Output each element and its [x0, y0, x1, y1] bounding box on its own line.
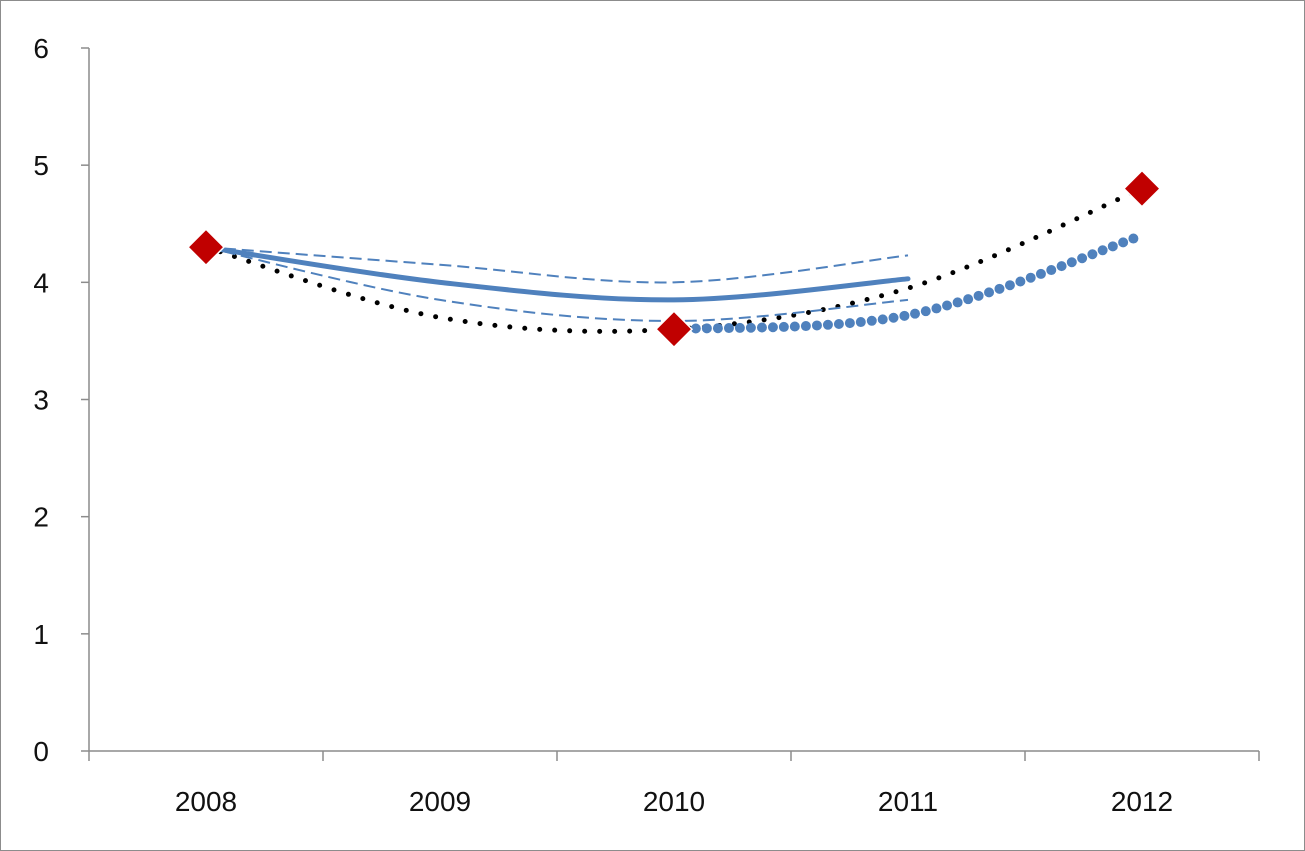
y-tick-label: 4 — [33, 267, 49, 298]
series-line-solid-curve — [203, 244, 911, 303]
series-line-dashed-lower — [205, 246, 909, 322]
diamond-marker — [186, 228, 226, 267]
series-line-dotted-curve — [203, 186, 1145, 334]
y-tick-label: 0 — [33, 736, 49, 767]
y-tick-label: 5 — [33, 150, 49, 181]
y-tick-label: 2 — [33, 502, 49, 533]
y-tick-label: 3 — [33, 385, 49, 416]
diamond-marker — [654, 310, 694, 349]
diamond-marker — [1122, 169, 1162, 208]
x-tick-label: 2009 — [409, 786, 471, 817]
series-line-thick-dotted-curve — [669, 230, 1147, 335]
series-line-dashed-upper — [205, 246, 909, 284]
x-tick-label: 2008 — [175, 786, 237, 817]
x-tick-label: 2010 — [643, 786, 705, 817]
x-tick-label: 2012 — [1111, 786, 1173, 817]
y-tick-label: 6 — [33, 33, 49, 64]
marker-layer — [186, 169, 1162, 349]
x-tick-label: 2011 — [878, 786, 938, 817]
y-tick-label: 1 — [33, 619, 49, 650]
series-layer — [203, 186, 1147, 335]
axes: 0 1 2 3 4 5 6 2008 2009 2010 2011 2012 — [33, 33, 1260, 817]
